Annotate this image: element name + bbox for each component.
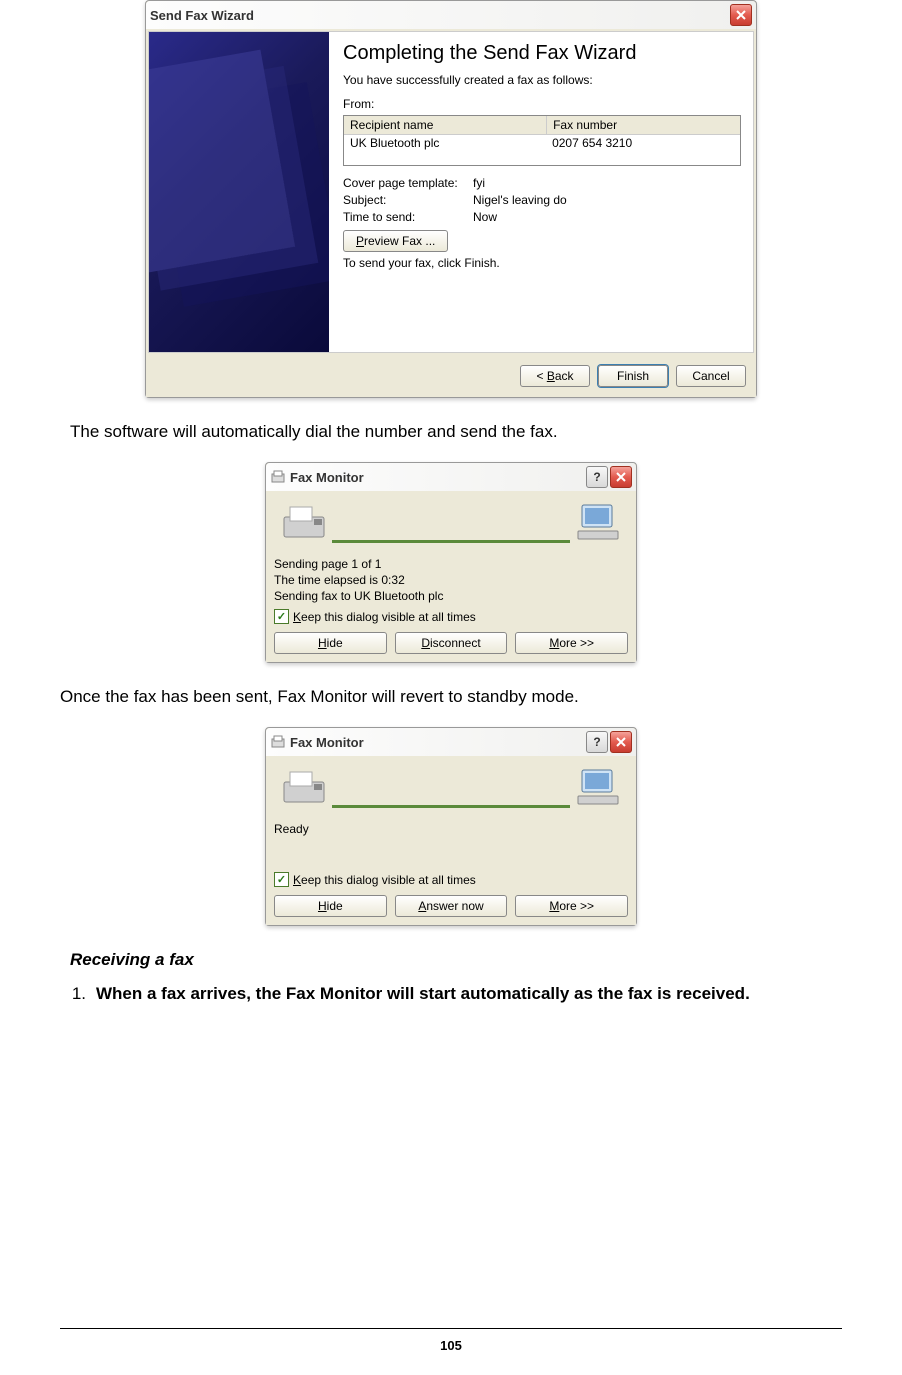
step-1-text: When a fax arrives, the Fax Monitor will… (96, 984, 842, 1004)
keep-visible-checkbox[interactable]: ✓ (274, 872, 289, 887)
cover-template-row: Cover page template: fyi (343, 176, 739, 190)
back-button[interactable]: < Back (520, 365, 590, 387)
answer-now-button-label: Answer now (418, 899, 483, 913)
hide-button-label: Hide (318, 636, 343, 650)
monitor2-title: Fax Monitor (290, 735, 586, 750)
send-fax-wizard-dialog: Send Fax Wizard Completing the Send Fax … (145, 0, 757, 398)
computer-icon (576, 768, 620, 808)
status-line-1: Sending page 1 of 1 (274, 557, 628, 571)
time-row: Time to send: Now (343, 210, 739, 224)
preview-fax-button-label: Preview Fax ... (356, 234, 435, 248)
table-row-blank (344, 151, 740, 165)
cell-recipient-name: UK Bluetooth plc (344, 135, 546, 151)
status-line-3: Sending fax to UK Bluetooth plc (274, 589, 628, 603)
status-line-2: The time elapsed is 0:32 (274, 573, 628, 587)
subject-row: Subject: Nigel's leaving do (343, 193, 739, 207)
help-icon[interactable]: ? (586, 731, 608, 753)
more-button-label: More >> (549, 899, 594, 913)
monitor1-buttons: Hide Disconnect More >> (274, 632, 628, 654)
close-icon[interactable] (610, 731, 632, 753)
hide-button[interactable]: Hide (274, 632, 387, 654)
more-button[interactable]: More >> (515, 895, 628, 917)
cell-fax-number: 0207 654 3210 (546, 135, 740, 151)
time-label: Time to send: (343, 210, 473, 224)
step-1-row: 1. When a fax arrives, the Fax Monitor w… (60, 984, 842, 1004)
page-number: 105 (0, 1338, 902, 1353)
monitor1-titlebar: Fax Monitor ? (266, 463, 636, 491)
disconnect-button-label: Disconnect (421, 636, 480, 650)
keep-visible-checkbox[interactable]: ✓ (274, 609, 289, 624)
fax-monitor-sending-dialog: Fax Monitor ? Sending page 1 of 1 The ti… (265, 462, 637, 663)
monitor1-graphic (274, 499, 628, 551)
help-icon[interactable]: ? (586, 466, 608, 488)
body-paragraph-1: The software will automatically dial the… (70, 422, 842, 442)
wizard-body: Completing the Send Fax Wizard You have … (148, 31, 754, 353)
table-row: UK Bluetooth plc 0207 654 3210 (344, 135, 740, 151)
recipient-table: Recipient name Fax number UK Bluetooth p… (343, 115, 741, 166)
monitor1-title: Fax Monitor (290, 470, 586, 485)
subject-label: Subject: (343, 193, 473, 207)
col-recipient-name: Recipient name (344, 116, 547, 134)
footer-divider (60, 1328, 842, 1329)
monitor1-body: Sending page 1 of 1 The time elapsed is … (266, 491, 636, 662)
cover-template-value: fyi (473, 176, 485, 190)
col-fax-number: Fax number (547, 116, 740, 134)
wizard-content: Completing the Send Fax Wizard You have … (329, 32, 753, 352)
hide-button[interactable]: Hide (274, 895, 387, 917)
close-icon[interactable] (730, 4, 752, 26)
keep-visible-label: Keep this dialog visible at all times (293, 873, 476, 887)
step-1-number: 1. (60, 984, 86, 1004)
fax-machine-icon (282, 505, 326, 541)
status-ready: Ready (274, 822, 628, 836)
more-button[interactable]: More >> (515, 632, 628, 654)
progress-line (332, 540, 570, 543)
monitor2-titlebar: Fax Monitor ? (266, 728, 636, 756)
finish-button[interactable]: Finish (598, 365, 668, 387)
receiving-heading: Receiving a fax (70, 950, 842, 970)
close-icon[interactable] (610, 466, 632, 488)
wizard-subheading: You have successfully created a fax as f… (343, 73, 739, 87)
fax-machine-icon (282, 770, 326, 806)
time-value: Now (473, 210, 497, 224)
monitor2-body: Ready ✓ Keep this dialog visible at all … (266, 756, 636, 925)
disconnect-button[interactable]: Disconnect (395, 632, 508, 654)
fax-app-icon (270, 469, 286, 485)
cover-template-label: Cover page template: (343, 176, 473, 190)
fax-app-icon (270, 734, 286, 750)
keep-visible-label: Keep this dialog visible at all times (293, 610, 476, 624)
keep-visible-checkbox-row: ✓ Keep this dialog visible at all times (274, 609, 628, 624)
wizard-titlebar: Send Fax Wizard (146, 1, 756, 29)
wizard-title: Send Fax Wizard (150, 8, 730, 23)
wizard-instruction: To send your fax, click Finish. (343, 256, 739, 270)
keep-visible-checkbox-row: ✓ Keep this dialog visible at all times (274, 872, 628, 887)
answer-now-button[interactable]: Answer now (395, 895, 508, 917)
preview-fax-button[interactable]: Preview Fax ... (343, 230, 448, 252)
recipient-table-header: Recipient name Fax number (344, 116, 740, 135)
hide-button-label: Hide (318, 899, 343, 913)
wizard-footer: < Back Finish Cancel (146, 355, 756, 397)
wizard-sidebar-graphic (149, 32, 329, 352)
computer-icon (576, 503, 620, 543)
body-paragraph-2: Once the fax has been sent, Fax Monitor … (60, 687, 842, 707)
fax-monitor-ready-dialog: Fax Monitor ? Ready ✓ Keep this dialog v… (265, 727, 637, 926)
progress-line (332, 805, 570, 808)
from-label: From: (343, 97, 739, 111)
wizard-heading: Completing the Send Fax Wizard (343, 42, 739, 65)
back-button-label: < Back (536, 369, 573, 383)
more-button-label: More >> (549, 636, 594, 650)
cancel-button[interactable]: Cancel (676, 365, 746, 387)
monitor2-graphic (274, 764, 628, 816)
monitor2-buttons: Hide Answer now More >> (274, 895, 628, 917)
subject-value: Nigel's leaving do (473, 193, 567, 207)
